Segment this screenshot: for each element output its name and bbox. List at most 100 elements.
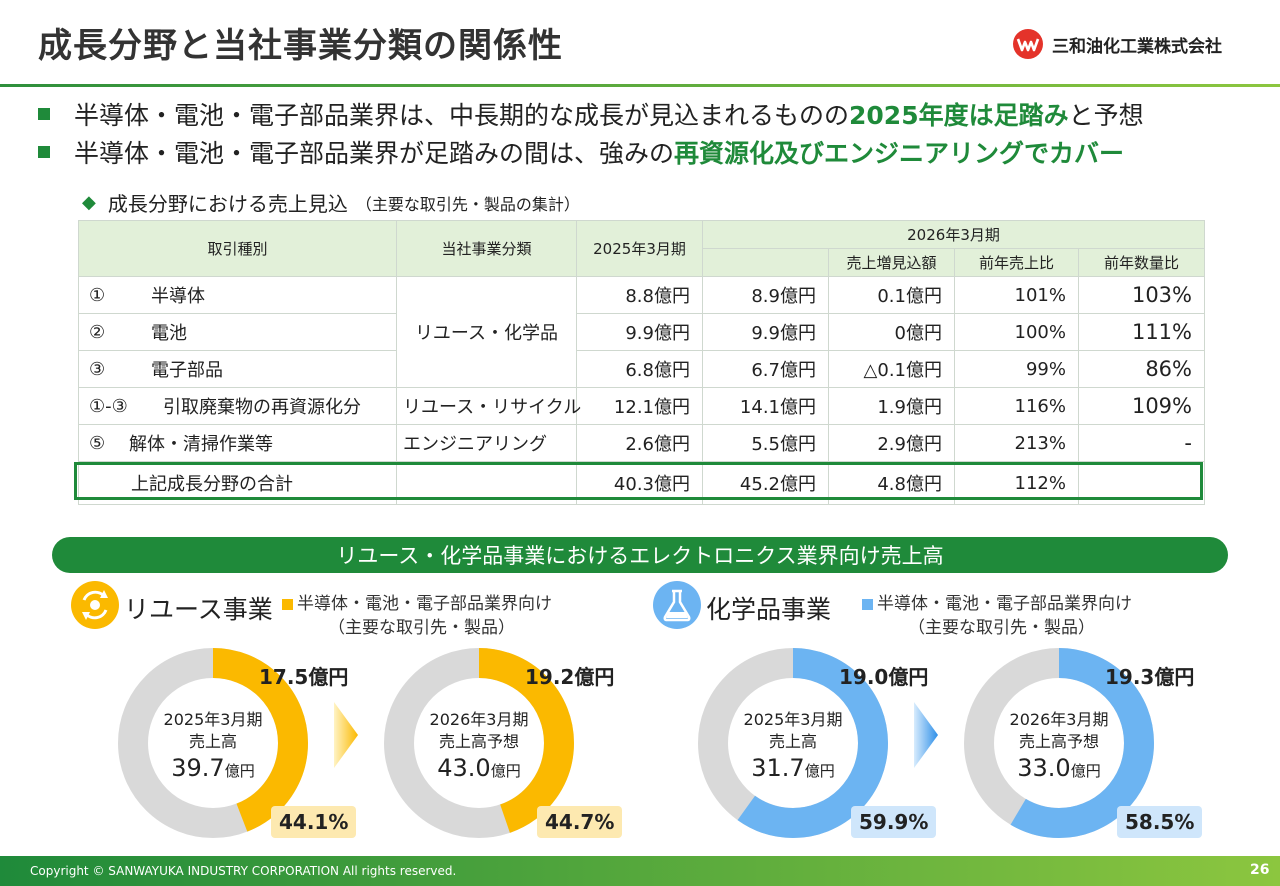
bullet-1: 半導体・電池・電子部品業界は、中長期的な成長が見込まれるものの 2025年度は足踏… [38, 96, 1144, 132]
row-type: 解体・清掃作業等 [129, 434, 273, 455]
cell-fy2025: 9.9億円 [577, 314, 703, 351]
bullet-1-tail: と予想 [1068, 101, 1144, 130]
donut-chart [118, 648, 308, 838]
cell-sales-ratio: 213% [955, 425, 1079, 462]
segment-value-label: 19.0億円 [839, 665, 929, 689]
company-logo-icon [1013, 29, 1043, 59]
cell-qty-ratio: 111% [1079, 314, 1205, 351]
donut-kind: 売上高予想 [438, 732, 519, 751]
company-name: 三和油化工業株式会社 [1052, 36, 1222, 57]
chemical-legend-note: （主要な取引先・製品） [908, 618, 1095, 638]
donut-total: 33.0 [1017, 754, 1071, 782]
flask-icon [653, 581, 701, 629]
segment-value-label: 19.3億円 [1105, 665, 1195, 689]
row-type: 電子部品 [151, 360, 223, 381]
total-label: 上記成長分野の合計 [79, 462, 397, 505]
table-row: ② 電池 [79, 314, 397, 351]
donut-unit: 億円 [490, 762, 521, 780]
cell-increase: △0.1億円 [829, 351, 955, 388]
donut-center-label: 2026年3月期 売上高予想 43.0億円 [409, 709, 549, 782]
donut-period: 2026年3月期 [429, 710, 529, 729]
total-sales-ratio: 112% [955, 462, 1079, 505]
cell-sales-ratio: 116% [955, 388, 1079, 425]
donut-segment [964, 648, 1154, 838]
donut-period: 2026年3月期 [1009, 710, 1109, 729]
segment-percent-label: 59.9% [851, 806, 937, 838]
header-fy2026-sales [703, 249, 829, 277]
cell-fy2026: 9.9億円 [703, 314, 829, 351]
row-number: ①-③ [89, 395, 128, 417]
donut-center-label: 2025年3月期 売上高 31.7億円 [723, 709, 863, 782]
cell-fy2025: 8.8億円 [577, 277, 703, 314]
segment-value-label: 19.2億円 [525, 665, 615, 689]
donut-kind: 売上高予想 [1018, 732, 1099, 751]
table-row: ⑤ 解体・清掃作業等 [79, 425, 397, 462]
cell-increase: 2.9億円 [829, 425, 955, 462]
cell-sales-ratio: 101% [955, 277, 1079, 314]
row-number: ② [89, 321, 106, 343]
header-type: 取引種別 [79, 221, 397, 277]
total-fy2026: 45.2億円 [703, 462, 829, 505]
cell-qty-ratio: 86% [1079, 351, 1205, 388]
cell-fy2026: 14.1億円 [703, 388, 829, 425]
donut-center-label: 2026年3月期 売上高予想 33.0億円 [989, 709, 1129, 782]
cell-qty-ratio: 109% [1079, 388, 1205, 425]
bullet-2: 半導体・電池・電子部品業界が足踏みの間は、強みの 再資源化及びエンジニアリングでカ… [38, 134, 1124, 170]
bullet-square-icon [38, 108, 50, 120]
legend-swatch [862, 598, 873, 610]
segment-value-label: 17.5億円 [259, 665, 349, 689]
donut-unit: 億円 [224, 762, 255, 780]
donut-period: 2025年3月期 [743, 710, 843, 729]
legend-swatch [282, 598, 293, 610]
segment-percent-label: 44.1% [271, 806, 357, 838]
cell-increase: 1.9億円 [829, 388, 955, 425]
bullet-2-highlight: 再資源化及びエンジニアリングでカバー [674, 139, 1125, 168]
donut-unit: 億円 [1070, 762, 1101, 780]
bullet-1-text: 半導体・電池・電子部品業界は、中長期的な成長が見込まれるものの [74, 101, 850, 130]
cell-fy2025: 12.1億円 [577, 388, 703, 425]
total-qty-ratio [1079, 462, 1205, 505]
table-heading-note: （主要な取引先・製品の集計） [355, 194, 580, 214]
row-number: ③ [89, 358, 106, 380]
donut-total: 31.7 [751, 754, 805, 782]
bullet-1-highlight: 2025年度は足踏み [849, 101, 1069, 130]
chemical-legend-text: 半導体・電池・電子部品業界向け [877, 594, 1132, 614]
row-type: 半導体 [151, 286, 205, 307]
table-heading: ◆ 成長分野における売上見込 （主要な取引先・製品の集計） [82, 188, 580, 217]
donut-unit: 億円 [804, 762, 835, 780]
cell-division: エンジニアリング [397, 425, 577, 462]
total-division [397, 462, 577, 505]
cell-sales-ratio: 99% [955, 351, 1079, 388]
header-fy2025: 2025年3月期 [577, 221, 703, 277]
cell-fy2025: 2.6億円 [577, 425, 703, 462]
total-row-highlight [74, 462, 1203, 500]
reuse-legend: 半導体・電池・電子部品業界向け （主要な取引先・製品） [282, 592, 552, 640]
footer-bar [0, 856, 1280, 886]
donut-chart [964, 648, 1154, 838]
arrow-right-icon [914, 702, 938, 768]
total-fy2025: 40.3億円 [577, 462, 703, 505]
donut-segment [118, 648, 308, 838]
table-row: ①-③ 引取廃棄物の再資源化分 [79, 388, 397, 425]
recycle-icon [71, 581, 119, 629]
bullet-2-text: 半導体・電池・電子部品業界が足踏みの間は、強みの [74, 139, 675, 168]
donut-total: 39.7 [171, 754, 225, 782]
row-type: 電池 [151, 323, 187, 344]
row-type: 引取廃棄物の再資源化分 [163, 397, 361, 418]
donut-chart [384, 648, 574, 838]
reuse-section-title: リユース事業 [124, 595, 273, 624]
row-number: ① [89, 284, 106, 306]
donut-kind: 売上高 [768, 732, 817, 751]
cell-increase: 0.1億円 [829, 277, 955, 314]
section-banner: リユース・化学品事業におけるエレクトロニクス業界向け売上高 [52, 537, 1228, 573]
sales-table: 取引種別 当社事業分類 2025年3月期 2026年3月期 売上増見込額 前年売… [78, 220, 1205, 505]
header-fy2026: 2026年3月期 [703, 221, 1205, 249]
cell-sales-ratio: 100% [955, 314, 1079, 351]
table-row: ① 半導体 [79, 277, 397, 314]
arrow-right-icon [334, 702, 358, 768]
chemical-legend: 半導体・電池・電子部品業界向け （主要な取引先・製品） [862, 592, 1132, 640]
title-divider [0, 84, 1280, 87]
donut-segment [698, 648, 888, 838]
copyright: Copyright © SANWAYUKA INDUSTRY CORPORATI… [30, 864, 457, 878]
table-heading-text: 成長分野における売上見込 [107, 192, 348, 216]
